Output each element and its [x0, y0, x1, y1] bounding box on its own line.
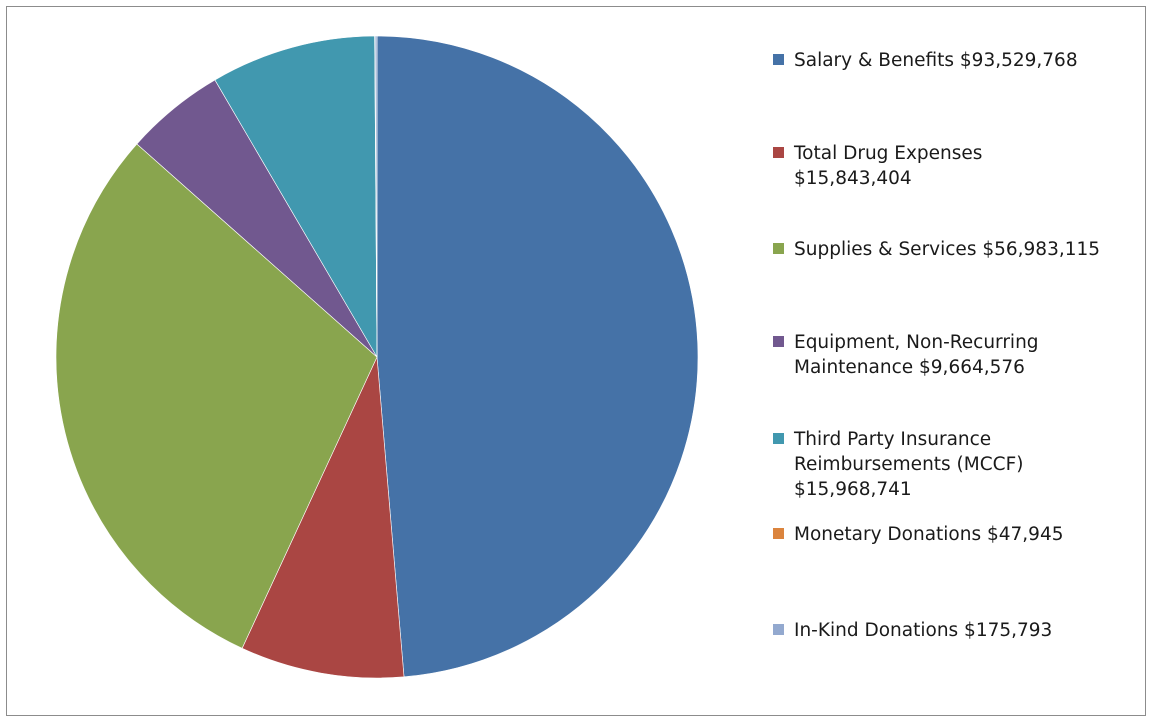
- pie-slice-total-drug-expenses: [241, 355, 405, 679]
- pie-slice-third-party-insurance-reimbursements-mccf: [214, 35, 378, 359]
- pie-slice-salary-benefits: [376, 35, 699, 678]
- pie-slice-in-kind-donations: [374, 35, 378, 358]
- pie-slice-supplies-services: [55, 143, 378, 649]
